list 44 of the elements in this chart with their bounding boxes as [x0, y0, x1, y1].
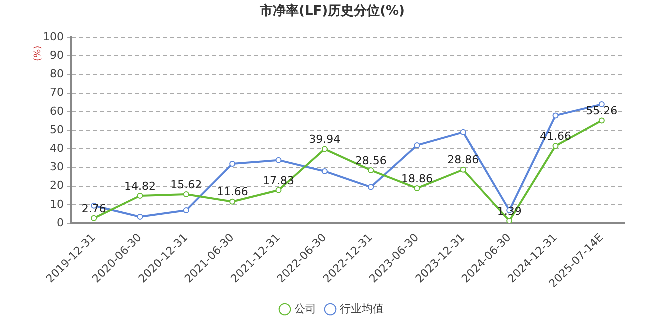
point: [137, 214, 144, 220]
y-tick-label: 30: [50, 160, 64, 174]
data-label: 28.56: [355, 154, 387, 168]
y-tick-label: 50: [50, 123, 64, 136]
point: [460, 129, 466, 136]
point: [322, 146, 328, 152]
y-tick-label: 0: [56, 216, 64, 230]
y-tick-label: 20: [50, 179, 64, 192]
point: [91, 215, 98, 222]
point: [230, 198, 236, 205]
data-label: 15.62: [170, 178, 202, 192]
point: [414, 142, 420, 148]
y-tick-label: 80: [50, 68, 64, 81]
point: [183, 192, 190, 198]
point: [183, 208, 190, 214]
point: [322, 168, 328, 174]
y-tick-label: 40: [50, 142, 64, 156]
data-label: 28.86: [448, 154, 480, 167]
point: [414, 185, 420, 192]
point: [368, 184, 374, 190]
y-tick-label: 70: [50, 86, 64, 100]
y-tick-label: 90: [50, 49, 64, 62]
y-tick-label: 100: [42, 30, 64, 44]
point: [230, 161, 236, 168]
legend-label: 公司: [294, 302, 316, 316]
data-label: 55.26: [586, 104, 618, 118]
point: [276, 157, 282, 164]
point: [368, 167, 374, 174]
data-label: 18.86: [402, 172, 433, 186]
y-tick-label: 10: [50, 198, 64, 211]
data-label: 39.94: [309, 133, 341, 146]
y-axis-title: (%): [33, 46, 44, 62]
data-label: 14.82: [124, 180, 156, 193]
legend-label: 行业均值: [340, 302, 384, 316]
point: [276, 187, 282, 194]
point: [552, 143, 559, 150]
point: [460, 166, 466, 173]
point: [506, 218, 513, 224]
data-label: 11.66: [216, 186, 248, 199]
point: [598, 118, 605, 124]
point: [137, 192, 144, 199]
point: [552, 112, 559, 119]
y-tick-label: 60: [50, 104, 64, 118]
chart-title: 市净率(LF)历史分位(%): [259, 3, 405, 20]
